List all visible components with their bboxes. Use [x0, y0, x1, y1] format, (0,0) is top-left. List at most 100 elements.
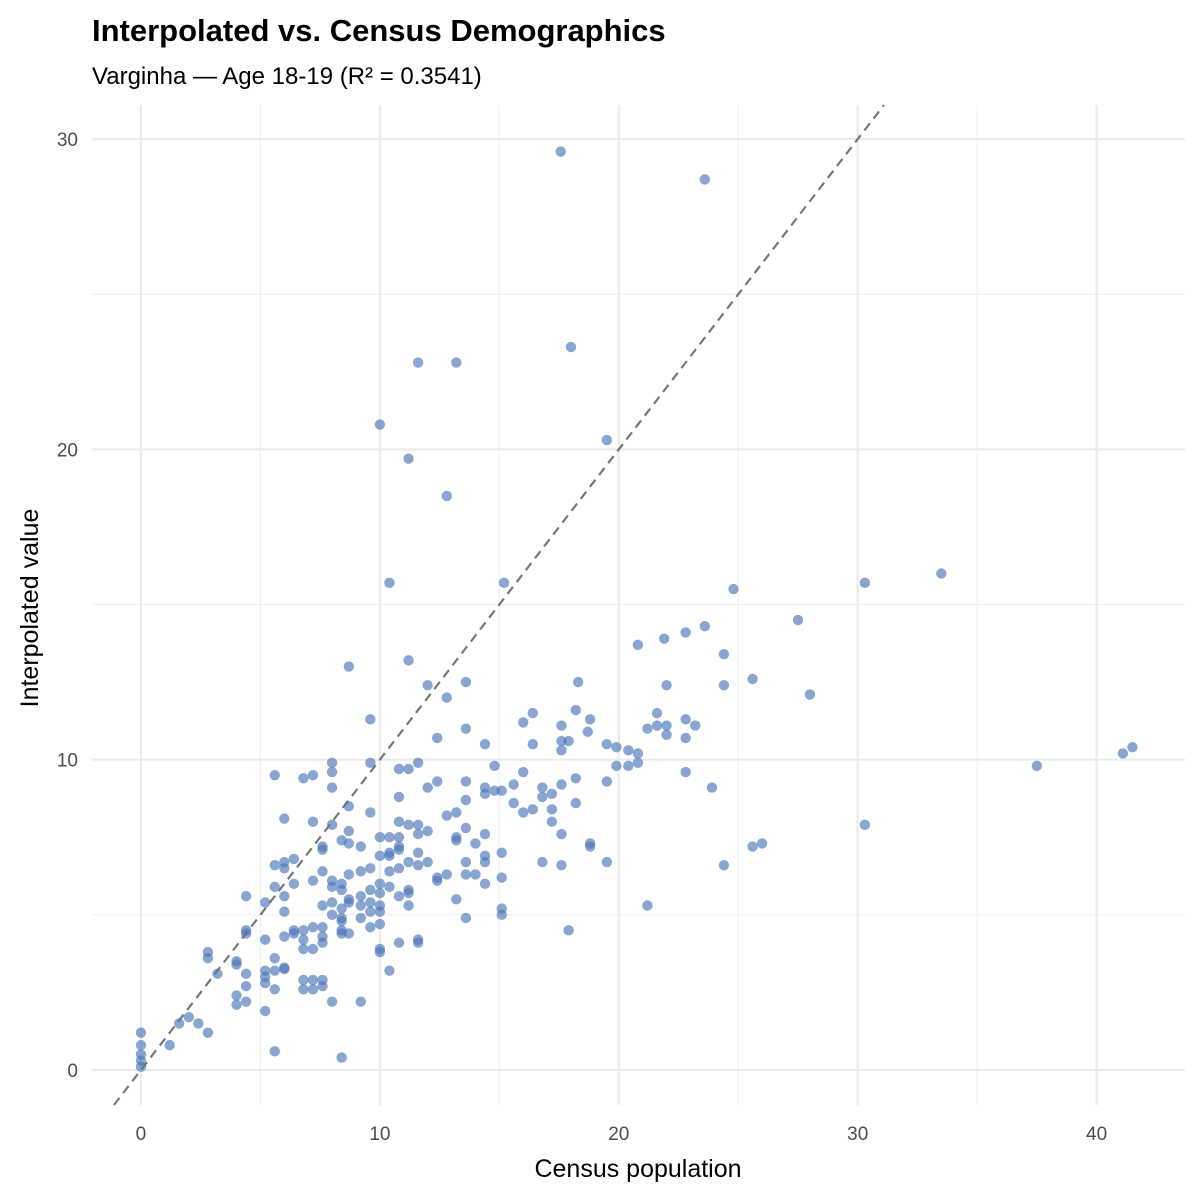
- data-point: [212, 968, 223, 979]
- data-point: [642, 723, 653, 734]
- data-point: [556, 745, 567, 756]
- data-point: [336, 1052, 347, 1063]
- data-point: [527, 707, 538, 719]
- data-point: [680, 714, 691, 725]
- data-point: [412, 847, 424, 858]
- data-point: [718, 680, 730, 691]
- identity-reference-line: [113, 104, 885, 1106]
- data-point: [479, 856, 491, 868]
- data-point: [231, 959, 242, 970]
- data-point: [343, 825, 355, 837]
- data-point: [240, 968, 252, 979]
- y-tick-label: 0: [67, 1061, 78, 1082]
- data-point: [279, 963, 290, 975]
- data-point: [632, 748, 644, 759]
- data-point: [537, 782, 548, 793]
- data-point: [537, 856, 548, 868]
- data-point: [326, 996, 338, 1007]
- data-point: [202, 953, 214, 964]
- data-point: [518, 807, 529, 818]
- data-point: [601, 776, 613, 787]
- data-point: [432, 732, 443, 744]
- data-point: [601, 856, 613, 868]
- data-point: [460, 723, 472, 734]
- data-point: [546, 788, 558, 799]
- data-point: [135, 1061, 147, 1073]
- data-point: [326, 766, 338, 778]
- data-point: [601, 738, 613, 750]
- x-tick-label: 10: [369, 1124, 390, 1145]
- y-tick-label: 30: [57, 130, 78, 151]
- data-point: [403, 819, 414, 831]
- data-point: [298, 943, 309, 955]
- data-point: [527, 738, 538, 750]
- data-point: [343, 661, 355, 672]
- data-point: [804, 689, 816, 700]
- data-point: [756, 838, 768, 849]
- data-point: [451, 357, 462, 368]
- data-point: [374, 887, 386, 899]
- data-point: [336, 884, 347, 896]
- data-point: [384, 832, 395, 843]
- data-point: [565, 341, 577, 353]
- data-point: [269, 953, 280, 964]
- data-point: [240, 980, 252, 992]
- data-point: [518, 766, 529, 778]
- data-point: [690, 720, 701, 731]
- data-point: [508, 797, 519, 809]
- data-point: [403, 887, 414, 899]
- data-point: [365, 906, 376, 917]
- data-point: [496, 785, 507, 796]
- data-point: [680, 627, 691, 638]
- data-point: [441, 490, 452, 502]
- data-point: [260, 897, 271, 908]
- data-point: [393, 890, 405, 902]
- data-point: [393, 791, 405, 803]
- data-point: [135, 1027, 147, 1038]
- data-point: [269, 881, 280, 893]
- data-point: [611, 742, 622, 753]
- x-tick-label: 30: [847, 1124, 868, 1145]
- data-point: [792, 614, 804, 626]
- data-point: [403, 453, 414, 464]
- data-point: [164, 1039, 175, 1051]
- data-point: [240, 890, 252, 902]
- data-point: [355, 866, 366, 877]
- data-point: [298, 984, 309, 995]
- data-point: [231, 999, 242, 1010]
- data-point: [326, 897, 338, 908]
- data-point: [174, 1018, 185, 1029]
- data-point: [260, 965, 271, 976]
- chart-title: Interpolated vs. Census Demographics: [92, 13, 666, 48]
- data-point: [288, 878, 300, 889]
- data-point: [307, 769, 319, 781]
- data-point: [202, 1027, 214, 1038]
- data-point: [393, 832, 405, 843]
- data-point: [680, 766, 691, 778]
- data-point: [374, 906, 386, 917]
- data-point: [336, 915, 347, 927]
- data-point: [393, 863, 405, 874]
- data-point: [412, 819, 424, 831]
- data-point: [384, 881, 395, 893]
- data-point: [307, 943, 319, 955]
- data-point: [479, 738, 491, 750]
- data-point: [432, 875, 443, 886]
- data-point: [269, 769, 280, 781]
- data-point: [326, 819, 338, 831]
- data-point: [556, 828, 567, 840]
- data-point: [489, 785, 500, 796]
- data-point: [365, 863, 376, 874]
- data-point: [355, 996, 366, 1007]
- data-point: [601, 434, 613, 446]
- data-point: [374, 946, 386, 958]
- x-tick-label: 0: [136, 1124, 147, 1145]
- grid: [92, 105, 1185, 1105]
- data-point: [441, 692, 452, 703]
- data-point: [412, 937, 424, 948]
- data-point: [1117, 748, 1129, 759]
- data-point: [570, 773, 581, 784]
- data-point: [479, 788, 491, 799]
- chart-subtitle: Varginha — Age 18-19 (R² = 0.3541): [92, 63, 482, 90]
- data-point: [374, 878, 386, 889]
